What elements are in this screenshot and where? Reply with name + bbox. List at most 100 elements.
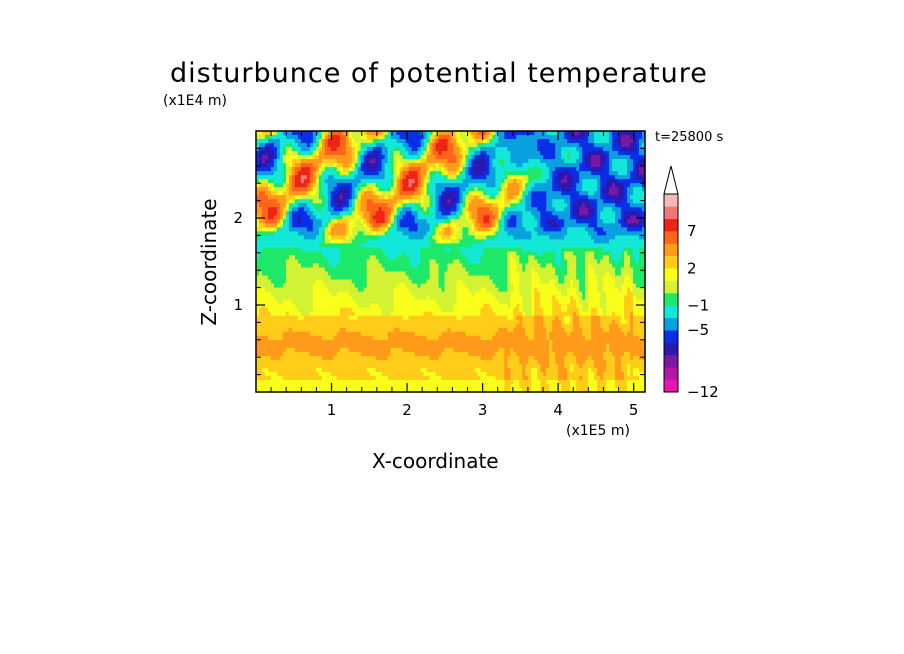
field-cell	[273, 279, 278, 285]
field-cell	[456, 231, 461, 236]
field-cell	[543, 207, 547, 212]
field-cell	[618, 143, 622, 148]
field-cell	[624, 279, 628, 285]
field-cell	[540, 135, 544, 140]
field-cell	[438, 215, 443, 220]
field-cell	[435, 171, 440, 176]
field-cell	[423, 235, 428, 241]
field-cell	[306, 199, 311, 204]
field-cell	[534, 227, 538, 232]
field-cell	[330, 243, 335, 249]
field-cell	[549, 191, 553, 196]
field-cell	[441, 223, 446, 228]
field-cell	[270, 183, 275, 188]
field-cell	[330, 239, 335, 245]
field-cell	[498, 191, 502, 196]
field-cell	[429, 139, 434, 144]
field-cell	[339, 131, 344, 136]
field-cell	[363, 223, 368, 228]
field-cell	[258, 271, 263, 277]
field-cell	[483, 263, 488, 269]
field-cell	[597, 267, 601, 273]
field-cell	[588, 239, 592, 245]
field-cell	[492, 187, 496, 192]
field-cell	[256, 211, 260, 216]
field-cell	[276, 207, 281, 212]
field-cell	[441, 207, 446, 212]
field-cell	[303, 267, 308, 273]
field-cell	[603, 183, 607, 188]
field-cell	[447, 255, 452, 261]
field-cell	[297, 155, 302, 160]
field-cell	[582, 267, 586, 273]
field-cell	[267, 267, 272, 273]
field-cell	[342, 143, 347, 148]
field-cell	[261, 259, 266, 265]
field-cell	[423, 223, 428, 228]
field-cell	[531, 183, 535, 188]
field-cell	[411, 159, 416, 164]
field-cell	[306, 243, 311, 249]
field-cell	[408, 215, 413, 220]
field-cell	[429, 151, 434, 156]
field-cell	[270, 267, 275, 273]
field-cell	[477, 263, 482, 269]
field-cell	[507, 151, 511, 156]
field-cell	[642, 199, 646, 204]
field-cell	[315, 159, 320, 164]
field-cell	[609, 199, 613, 204]
field-cell	[633, 131, 637, 136]
field-cell	[555, 239, 559, 245]
field-cell	[360, 183, 365, 188]
field-cell	[390, 163, 395, 168]
field-cell	[372, 271, 377, 277]
field-cell	[366, 263, 371, 269]
field-cell	[516, 155, 520, 160]
field-cell	[612, 195, 616, 200]
field-cell	[504, 171, 508, 176]
field-cell	[294, 163, 299, 168]
field-cell	[504, 275, 508, 281]
field-cell	[342, 259, 347, 265]
field-cell	[537, 203, 541, 208]
field-cell	[570, 199, 574, 204]
field-cell	[372, 159, 377, 164]
field-cell	[621, 211, 625, 216]
field-cell	[555, 215, 559, 220]
field-cell	[627, 247, 631, 253]
field-cell	[507, 183, 511, 188]
field-cell	[441, 167, 446, 172]
field-cell	[279, 195, 284, 200]
field-cell	[297, 151, 302, 156]
field-cell	[285, 139, 290, 144]
field-cell	[402, 275, 407, 281]
field-cell	[354, 179, 359, 184]
field-cell	[477, 143, 482, 148]
field-cell	[537, 195, 541, 200]
field-cell	[291, 139, 296, 144]
field-cell	[474, 231, 479, 236]
field-cell	[528, 151, 532, 156]
field-cell	[516, 267, 520, 273]
field-cell	[552, 267, 556, 273]
field-cell	[555, 263, 559, 269]
field-cell	[528, 179, 532, 184]
field-cell	[366, 239, 371, 245]
field-cell	[642, 191, 646, 196]
field-cell	[603, 267, 607, 273]
field-cell	[411, 227, 416, 232]
field-cell	[429, 191, 434, 196]
field-cell	[579, 179, 583, 184]
field-cell	[498, 211, 502, 216]
field-cell	[435, 147, 440, 152]
field-cell	[588, 259, 592, 265]
field-cell	[258, 199, 263, 204]
field-cell	[639, 195, 643, 200]
field-cell	[384, 195, 389, 200]
field-cell	[474, 223, 479, 228]
field-cell	[483, 251, 488, 257]
field-cell	[570, 227, 574, 232]
field-cell	[285, 195, 290, 200]
field-cell	[420, 243, 425, 249]
field-cell	[561, 239, 565, 245]
